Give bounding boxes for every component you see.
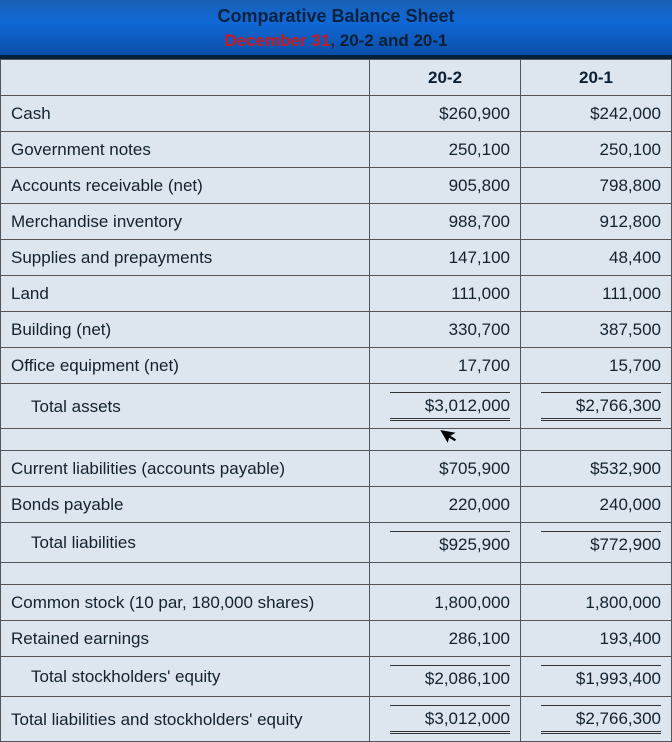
cash-v1: $260,900 bbox=[370, 96, 521, 132]
tse-v2: $1,993,400 bbox=[521, 657, 672, 697]
total-le-v2: $2,766,300 bbox=[521, 697, 672, 742]
re-v2: 193,400 bbox=[521, 621, 672, 657]
cs-v1: 1,800,000 bbox=[370, 585, 521, 621]
total-liab-v2: $772,900 bbox=[521, 523, 672, 563]
label-bonds: Bonds payable bbox=[1, 487, 370, 523]
row-cs: Common stock (10 par, 180,000 shares) 1,… bbox=[1, 585, 672, 621]
inv-v2: 912,800 bbox=[521, 204, 672, 240]
label-total-assets: Total assets bbox=[1, 384, 370, 429]
col-year-1: 20-2 bbox=[370, 60, 521, 96]
col-year-2: 20-1 bbox=[521, 60, 672, 96]
row-cash: Cash $260,900 $242,000 bbox=[1, 96, 672, 132]
row-equip: Office equipment (net) 17,700 15,700 bbox=[1, 348, 672, 384]
bldg-v1: 330,700 bbox=[370, 312, 521, 348]
label-supp: Supplies and prepayments bbox=[1, 240, 370, 276]
label-total-liab: Total liabilities bbox=[1, 523, 370, 563]
row-total-assets: Total assets $3,012,000 $2,766,300 bbox=[1, 384, 672, 429]
bonds-v2: 240,000 bbox=[521, 487, 672, 523]
supp-v2: 48,400 bbox=[521, 240, 672, 276]
inv-v1: 988,700 bbox=[370, 204, 521, 240]
cs-v2: 1,800,000 bbox=[521, 585, 672, 621]
col-blank bbox=[1, 60, 370, 96]
spacer-1 bbox=[1, 429, 672, 451]
bldg-v2: 387,500 bbox=[521, 312, 672, 348]
label-ap: Current liabilities (accounts payable) bbox=[1, 451, 370, 487]
label-re: Retained earnings bbox=[1, 621, 370, 657]
column-header-row: 20-2 20-1 bbox=[1, 60, 672, 96]
subtitle-date: December 31 bbox=[224, 31, 330, 50]
ar-v1: 905,800 bbox=[370, 168, 521, 204]
sheet-header: Comparative Balance Sheet December 31, 2… bbox=[0, 0, 672, 55]
total-le-v1: $3,012,000 bbox=[370, 697, 521, 742]
row-govt: Government notes 250,100 250,100 bbox=[1, 132, 672, 168]
row-ar: Accounts receivable (net) 905,800 798,80… bbox=[1, 168, 672, 204]
row-total-le: Total liabilities and stockholders' equi… bbox=[1, 697, 672, 742]
label-govt: Government notes bbox=[1, 132, 370, 168]
balance-sheet: Comparative Balance Sheet December 31, 2… bbox=[0, 0, 672, 742]
ap-v2: $532,900 bbox=[521, 451, 672, 487]
equip-v2: 15,700 bbox=[521, 348, 672, 384]
row-ap: Current liabilities (accounts payable) $… bbox=[1, 451, 672, 487]
row-bonds: Bonds payable 220,000 240,000 bbox=[1, 487, 672, 523]
total-assets-v1: $3,012,000 bbox=[370, 384, 521, 429]
row-inv: Merchandise inventory 988,700 912,800 bbox=[1, 204, 672, 240]
sheet-title: Comparative Balance Sheet bbox=[0, 6, 672, 27]
bonds-v1: 220,000 bbox=[370, 487, 521, 523]
cash-v2: $242,000 bbox=[521, 96, 672, 132]
equip-v1: 17,700 bbox=[370, 348, 521, 384]
label-bldg: Building (net) bbox=[1, 312, 370, 348]
land-v1: 111,000 bbox=[370, 276, 521, 312]
spacer-2 bbox=[1, 563, 672, 585]
supp-v1: 147,100 bbox=[370, 240, 521, 276]
row-tse: Total stockholders' equity $2,086,100 $1… bbox=[1, 657, 672, 697]
row-re: Retained earnings 286,100 193,400 bbox=[1, 621, 672, 657]
label-cs: Common stock (10 par, 180,000 shares) bbox=[1, 585, 370, 621]
row-total-liab: Total liabilities $925,900 $772,900 bbox=[1, 523, 672, 563]
ap-v1: $705,900 bbox=[370, 451, 521, 487]
label-inv: Merchandise inventory bbox=[1, 204, 370, 240]
govt-v1: 250,100 bbox=[370, 132, 521, 168]
label-equip: Office equipment (net) bbox=[1, 348, 370, 384]
ar-v2: 798,800 bbox=[521, 168, 672, 204]
tse-v1: $2,086,100 bbox=[370, 657, 521, 697]
re-v1: 286,100 bbox=[370, 621, 521, 657]
subtitle-years: , 20-2 and 20-1 bbox=[330, 31, 447, 50]
label-cash: Cash bbox=[1, 96, 370, 132]
total-assets-v2: $2,766,300 bbox=[521, 384, 672, 429]
row-bldg: Building (net) 330,700 387,500 bbox=[1, 312, 672, 348]
sheet-subtitle: December 31, 20-2 and 20-1 bbox=[0, 27, 672, 51]
govt-v2: 250,100 bbox=[521, 132, 672, 168]
row-supp: Supplies and prepayments 147,100 48,400 bbox=[1, 240, 672, 276]
total-liab-v1: $925,900 bbox=[370, 523, 521, 563]
label-tse: Total stockholders' equity bbox=[1, 657, 370, 697]
land-v2: 111,000 bbox=[521, 276, 672, 312]
row-land: Land 111,000 111,000 bbox=[1, 276, 672, 312]
label-ar: Accounts receivable (net) bbox=[1, 168, 370, 204]
balance-table: 20-2 20-1 Cash $260,900 $242,000 Governm… bbox=[0, 59, 672, 742]
label-land: Land bbox=[1, 276, 370, 312]
label-total-le: Total liabilities and stockholders' equi… bbox=[1, 697, 370, 742]
